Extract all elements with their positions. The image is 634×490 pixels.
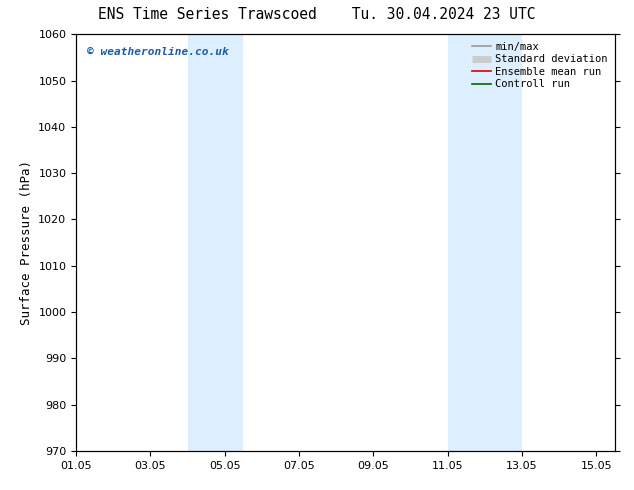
Text: ENS Time Series Trawscoed    Tu. 30.04.2024 23 UTC: ENS Time Series Trawscoed Tu. 30.04.2024… [98, 7, 536, 23]
Bar [188, 34, 243, 451]
Y-axis label: Surface Pressure (hPa): Surface Pressure (hPa) [20, 160, 33, 325]
Bar [448, 34, 522, 451]
Text: © weatheronline.co.uk: © weatheronline.co.uk [87, 47, 229, 57]
Legend: min/max, Standard deviation, Ensemble mean run, Controll run: min/max, Standard deviation, Ensemble me… [470, 40, 610, 92]
